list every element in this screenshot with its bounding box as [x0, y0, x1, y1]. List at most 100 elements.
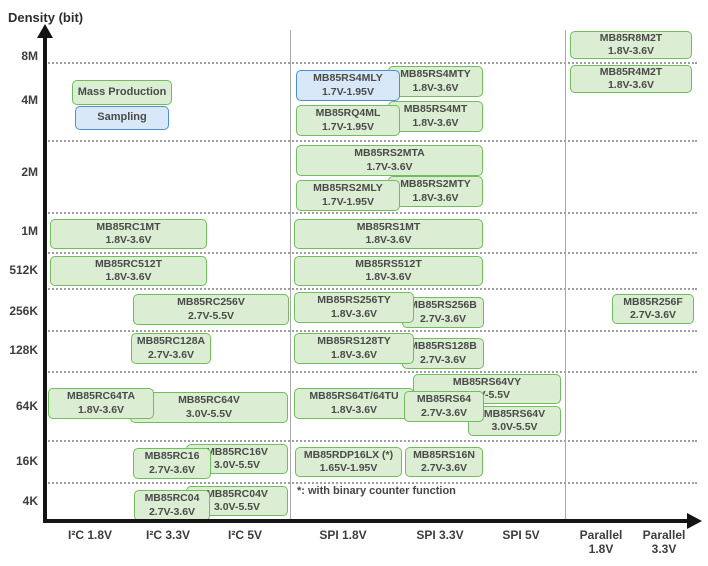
- x-tick-label: SPI 5V: [502, 528, 540, 542]
- product-name: MB85RC512T: [94, 257, 163, 270]
- product-name: MB85RC128A: [136, 335, 206, 348]
- product-voltage-range: 1.8V-3.6V: [607, 79, 655, 91]
- product-box-mb85rs128b: MB85RS128B 2.7V-3.6V: [402, 338, 484, 369]
- dotted-gridline: [45, 371, 697, 373]
- product-voltage-range: 1.7V-1.95V: [322, 195, 374, 208]
- legend-mass-production-label: Mass Production: [77, 85, 167, 98]
- y-tick-label: 4K: [22, 494, 38, 508]
- legend-mass-production: Mass Production: [72, 80, 172, 105]
- dotted-gridline: [45, 62, 697, 64]
- product-name: MB85RS4MLY: [313, 72, 383, 85]
- y-axis-line: [43, 36, 47, 521]
- product-name: MB85RS4MT: [403, 103, 468, 116]
- y-tick-label: 256K: [9, 304, 38, 318]
- product-name: MB85RQ4ML: [315, 107, 381, 120]
- dotted-gridline: [45, 140, 697, 142]
- product-voltage-range: 1.8V-3.6V: [412, 81, 459, 94]
- y-tick-label: 64K: [15, 399, 38, 413]
- product-name: MB85R8M2T: [599, 31, 663, 44]
- y-tick-label: 16K: [15, 454, 38, 468]
- product-box-mb85rs64t-64tu: MB85RS64T/64TU 1.8V-3.6V: [294, 388, 414, 419]
- product-voltage-range: 3.0V-5.5V: [213, 501, 261, 513]
- product-voltage-range: 3.0V-5.5V: [491, 421, 538, 433]
- product-box-mb85rs2mly: MB85RS2MLY 1.7V-1.95V: [296, 180, 400, 211]
- column-divider-line: [290, 30, 291, 521]
- y-axis-arrow-icon: [37, 24, 53, 38]
- product-box-mb85rc128a: MB85RC128A 2.7V-3.6V: [131, 333, 211, 364]
- product-voltage-range: 1.8V-3.6V: [607, 45, 655, 57]
- product-name: MB85RS512T: [355, 257, 422, 270]
- product-name: MB85RC64TA: [66, 390, 136, 403]
- product-box-mb85rc16: MB85RC16 2.7V-3.6V: [133, 448, 211, 479]
- product-voltage-range: 1.7V-3.6V: [366, 160, 413, 173]
- product-box-mb85rc64ta: MB85RC64TA 1.8V-3.6V: [48, 388, 154, 419]
- product-voltage-range: 1.8V-3.6V: [365, 234, 412, 246]
- product-voltage-range: 1.8V-3.6V: [330, 348, 378, 361]
- dotted-gridline: [45, 330, 697, 332]
- product-name: MB85RS128TY: [317, 335, 391, 348]
- product-name: MB85RS16N: [413, 448, 475, 461]
- product-box-mb85rs256b: MB85RS256B 2.7V-3.6V: [402, 297, 484, 328]
- product-box-mb85rs1mt: MB85RS1MT 1.8V-3.6V: [294, 219, 483, 249]
- y-tick-label: 2M: [21, 165, 38, 179]
- product-name: MB85RS4MTY: [400, 68, 471, 81]
- product-voltage-range: 1.7V-1.95V: [322, 85, 374, 98]
- product-box-mb85rc256v: MB85RC256V 2.7V-5.5V: [133, 294, 289, 325]
- dotted-gridline: [45, 288, 697, 290]
- product-voltage-range: 2.7V-3.6V: [629, 309, 677, 321]
- product-name: MB85RS64VY: [452, 375, 522, 388]
- product-voltage-range: 1.8V-3.6V: [330, 307, 378, 320]
- x-tick-label: Parallel 3.3V: [642, 528, 686, 556]
- product-voltage-range: 1.8V-3.6V: [105, 271, 152, 283]
- x-tick-label: SPI 1.8V: [319, 528, 367, 542]
- product-name: MB85RS128B: [409, 340, 477, 353]
- product-box-mb85rs256ty: MB85RS256TY 1.8V-3.6V: [294, 292, 414, 323]
- product-name: MB85RC64V: [178, 394, 240, 407]
- product-name: MB85RC1MT: [96, 220, 161, 233]
- product-box-mb85rs4mt: MB85RS4MT 1.8V-3.6V: [388, 101, 483, 132]
- y-tick-label: 1M: [21, 224, 38, 238]
- x-axis-arrow-icon: [687, 513, 702, 529]
- product-box-mb85rc64v: MB85RC64V 3.0V-5.5V: [130, 392, 288, 423]
- x-tick-label: Parallel 1.8V: [579, 528, 623, 556]
- product-voltage-range: 3.0V-5.5V: [213, 459, 261, 471]
- dotted-gridline: [45, 212, 697, 214]
- y-axis-title: Density (bit): [8, 10, 84, 25]
- product-name: MB85RC04: [144, 492, 200, 505]
- product-voltage-range: 2.7V-5.5V: [187, 309, 235, 322]
- y-tick-label: 4M: [21, 93, 38, 107]
- product-voltage-range: 1.8V-3.6V: [412, 191, 459, 204]
- product-box-mb85r4m2t: MB85R4M2T 1.8V-3.6V: [570, 65, 692, 93]
- legend-sampling: Sampling: [75, 106, 169, 130]
- product-name: MB85RC16V: [206, 445, 268, 458]
- product-name: MB85RDP16LX (*): [303, 448, 394, 461]
- dotted-gridline: [45, 252, 697, 254]
- product-box-mb85rs64: MB85RS64 2.7V-3.6V: [404, 391, 484, 422]
- product-voltage-range: 1.7V-1.95V: [322, 120, 374, 133]
- product-voltage-range: 1.8V-3.6V: [105, 234, 152, 246]
- product-voltage-range: 1.8V-3.6V: [365, 271, 412, 283]
- product-name: MB85RS2MTY: [400, 178, 471, 191]
- x-tick-label: I²C 5V: [227, 528, 263, 542]
- product-voltage-range: 2.7V-3.6V: [420, 406, 468, 419]
- product-voltage-range: 1.8V-3.6V: [330, 403, 378, 416]
- product-box-mb85rc1mt: MB85RC1MT 1.8V-3.6V: [50, 219, 207, 249]
- product-name: MB85RC04V: [206, 487, 268, 500]
- product-name: MB85RS256B: [409, 299, 477, 312]
- product-voltage-range: 2.7V-3.6V: [419, 353, 467, 366]
- product-box-mb85r256f: MB85R256F 2.7V-3.6V: [612, 294, 694, 324]
- product-voltage-range: 2.7V-3.6V: [148, 463, 196, 476]
- product-box-mb85rc04: MB85RC04 2.7V-3.6V: [134, 490, 210, 521]
- product-name: MB85RS2MTA: [354, 147, 425, 160]
- x-axis-line: [43, 519, 689, 523]
- product-voltage-range: 1.8V-3.6V: [77, 403, 125, 416]
- product-box-mb85r8m2t: MB85R8M2T 1.8V-3.6V: [570, 31, 692, 59]
- product-name: MB85RC16: [144, 450, 200, 463]
- product-box-mb85rc512t: MB85RC512T 1.8V-3.6V: [50, 256, 207, 286]
- product-name: MB85RS64: [416, 393, 472, 406]
- product-box-mb85rs4mly: MB85RS4MLY 1.7V-1.95V: [296, 70, 400, 101]
- y-tick-label: 128K: [9, 343, 38, 357]
- product-voltage-range: 1.65V-1.95V: [319, 462, 378, 474]
- product-box-mb85rs4mty: MB85RS4MTY 1.8V-3.6V: [388, 66, 483, 97]
